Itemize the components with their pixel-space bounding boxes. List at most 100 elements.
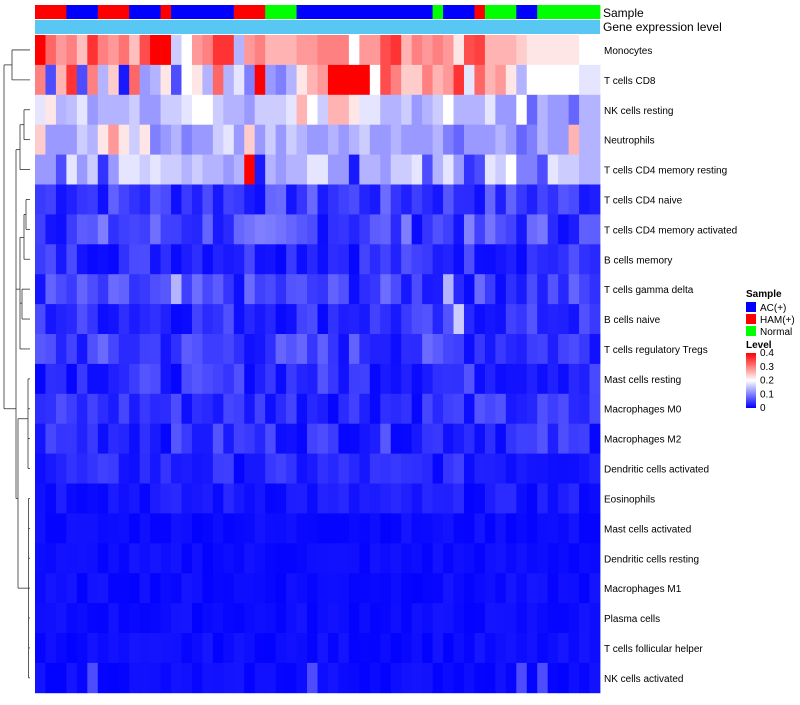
heatmap-cell — [474, 154, 486, 185]
heatmap-cell — [244, 423, 256, 454]
sample-annotation-cell — [244, 5, 256, 19]
heatmap-cell — [484, 393, 496, 425]
heatmap-cell — [265, 94, 277, 126]
heatmap-cell — [244, 244, 256, 275]
heatmap-cell — [191, 453, 203, 484]
heatmap-cell — [55, 453, 67, 484]
heatmap-cell — [579, 423, 590, 454]
heatmap-cell — [296, 124, 308, 155]
heatmap-cell — [547, 543, 559, 574]
heatmap-cell — [411, 363, 423, 395]
heatmap-cell — [401, 94, 413, 126]
heatmap-cell — [45, 214, 57, 245]
heatmap-cell — [338, 662, 350, 694]
heatmap-cell — [516, 603, 528, 634]
heatmap-cell — [191, 543, 203, 574]
heatmap-cell — [568, 423, 580, 454]
heatmap-cell — [171, 124, 182, 155]
heatmap-cell — [254, 603, 266, 634]
heatmap-cell — [327, 304, 339, 335]
heatmap-cell — [202, 423, 214, 454]
heatmap-cell — [369, 244, 381, 275]
heatmap-cell — [108, 483, 120, 514]
sample-annotation-cell — [296, 5, 308, 19]
heatmap-cell — [45, 124, 57, 155]
sample-annotation-cell — [286, 5, 297, 19]
heatmap-cell — [129, 603, 141, 634]
heatmap-cell — [453, 423, 465, 454]
heatmap-cell — [265, 543, 277, 574]
heatmap-cell — [401, 184, 413, 215]
heatmap-cell — [369, 214, 381, 245]
heatmap-cell — [265, 214, 277, 245]
heatmap-cell — [505, 633, 517, 664]
heatmap-cell — [76, 393, 88, 425]
heatmap-cell — [390, 483, 402, 514]
heatmap-cell — [380, 274, 392, 305]
sample-annotation-cell — [45, 5, 57, 19]
heatmap-cell — [55, 214, 67, 245]
heatmap-cell — [265, 35, 277, 66]
heatmap-cell — [463, 423, 475, 454]
heatmap-cell — [129, 573, 141, 604]
heatmap-cell — [422, 513, 433, 544]
heatmap-cell — [296, 94, 308, 126]
heatmap-cell — [589, 274, 601, 305]
heatmap-cell — [108, 35, 120, 66]
heatmap-cell — [338, 214, 350, 245]
heatmap-cell — [505, 662, 517, 694]
heatmap-cell — [97, 184, 109, 215]
heatmap-cell — [516, 483, 528, 514]
heatmap-cell — [191, 64, 203, 96]
heatmap-cell — [547, 453, 559, 484]
heatmap-cell — [432, 334, 444, 365]
heatmap-cell — [348, 543, 360, 574]
heatmap-cell — [484, 662, 496, 694]
heatmap-cell — [411, 334, 423, 365]
heatmap-cell — [45, 64, 57, 96]
heatmap-cell — [474, 184, 486, 215]
heatmap-cell — [76, 662, 88, 694]
heatmap-cell — [579, 64, 590, 96]
heatmap-cell — [160, 662, 172, 694]
heatmap-cell — [150, 543, 161, 574]
heatmap-cell — [411, 94, 423, 126]
heatmap-cell — [359, 483, 371, 514]
heatmap-cell — [296, 244, 308, 275]
heatmap-cell — [453, 64, 465, 96]
heatmap-cell — [537, 573, 549, 604]
row-label: NK cells resting — [604, 106, 673, 117]
heatmap-cell — [526, 573, 538, 604]
heatmap-cell — [463, 184, 475, 215]
heatmap-cell — [191, 483, 203, 514]
sample-annotation-cell — [369, 5, 381, 19]
heatmap-cell — [495, 244, 507, 275]
heatmap-cell — [286, 543, 297, 574]
heatmap-cell — [181, 154, 193, 185]
heatmap-cell — [265, 393, 277, 425]
heatmap-cell — [568, 513, 580, 544]
heatmap-cell — [579, 633, 590, 664]
heatmap-cell — [401, 124, 413, 155]
heatmap-cell — [286, 94, 297, 126]
heatmap-cell — [307, 393, 318, 425]
heatmap-cell — [87, 513, 99, 544]
heatmap-cell — [505, 513, 517, 544]
heatmap-cell — [537, 363, 549, 395]
heatmap-cell — [401, 573, 413, 604]
row-label: Dendritic cells activated — [604, 465, 709, 476]
heatmap-cell — [411, 513, 423, 544]
heatmap-cell — [223, 304, 235, 335]
legend-entry-label: Normal — [760, 327, 792, 338]
heatmap-cell — [516, 423, 528, 454]
heatmap-cell — [579, 214, 590, 245]
heatmap-cell — [97, 453, 109, 484]
heatmap-cell — [505, 334, 517, 365]
heatmap-cell — [443, 423, 454, 454]
heatmap-cell — [422, 662, 433, 694]
heatmap-cell — [547, 603, 559, 634]
heatmap-cell — [463, 64, 475, 96]
heatmap-cell — [495, 334, 507, 365]
heatmap-cell — [359, 124, 371, 155]
